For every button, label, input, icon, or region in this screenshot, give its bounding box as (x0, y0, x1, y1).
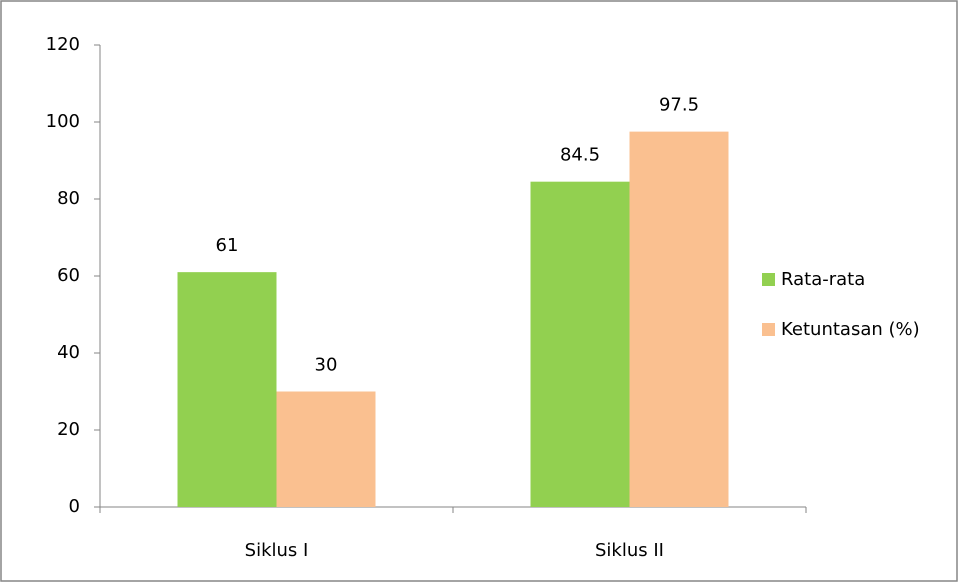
bar (177, 272, 277, 507)
bar (276, 391, 376, 507)
data-label: 97.5 (659, 95, 699, 116)
y-tick-label: 20 (57, 419, 80, 440)
legend-label: Rata-rata (781, 269, 865, 290)
y-tick-label: 0 (69, 496, 80, 517)
data-label: 30 (315, 355, 338, 376)
y-tick-label: 120 (46, 34, 80, 55)
y-tick-label: 60 (57, 265, 80, 286)
legend-swatch (762, 323, 775, 336)
data-label: 61 (216, 235, 239, 256)
x-tick-label: Siklus I (245, 540, 309, 561)
bar (530, 181, 630, 508)
y-tick-label: 80 (57, 188, 80, 209)
legend-swatch (762, 273, 775, 286)
y-tick-label: 40 (57, 342, 80, 363)
x-tick-label: Siklus II (595, 540, 664, 561)
bar (629, 131, 729, 507)
legend-label: Ketuntasan (%) (781, 319, 920, 340)
data-label: 84.5 (560, 145, 600, 166)
y-tick-label: 100 (46, 111, 80, 132)
